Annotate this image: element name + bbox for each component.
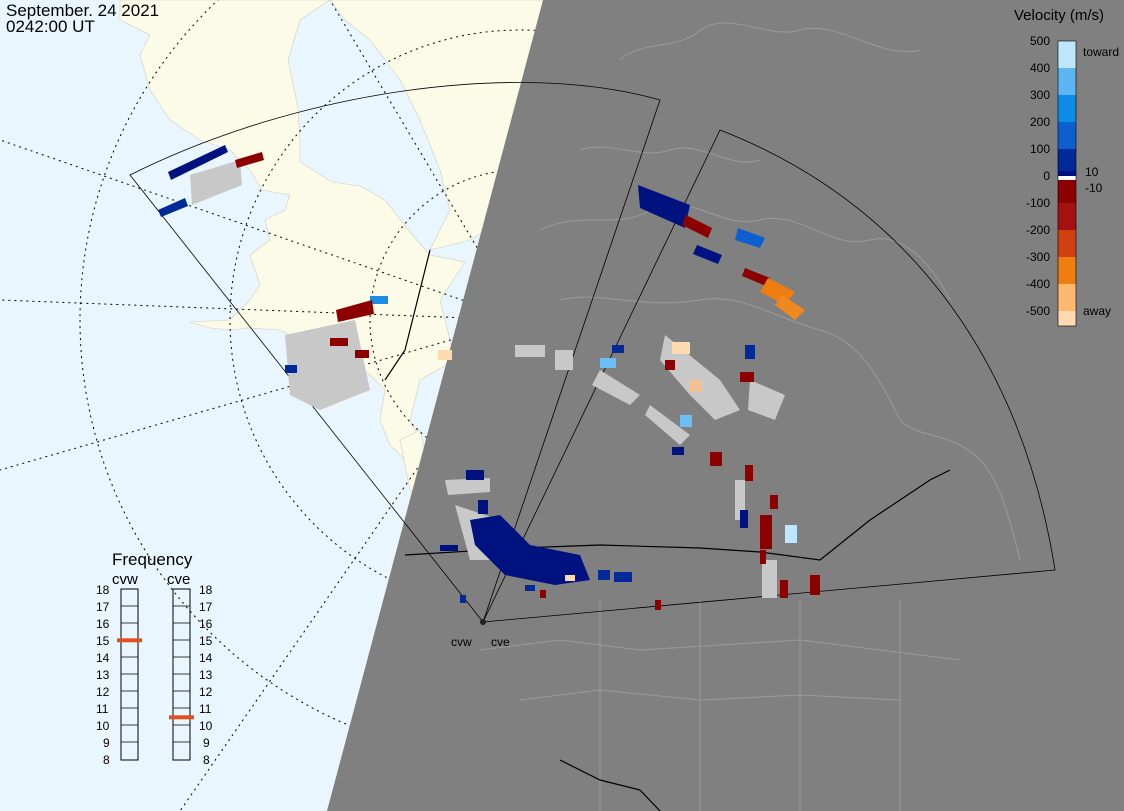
freq-number: 12 — [199, 685, 213, 699]
scale-tick: -400 — [1025, 277, 1050, 291]
freq-number: 16 — [96, 617, 110, 631]
freq-number: 8 — [103, 753, 110, 767]
freq-number: 10 — [96, 719, 110, 733]
meridian-line — [329, 0, 521, 321]
meridian-line — [0, 139, 521, 321]
freq-number: 9 — [103, 736, 110, 750]
freq-number: 18 — [199, 583, 213, 597]
meridian-line — [0, 299, 521, 321]
radar-fov — [129, 82, 1056, 623]
frequency-bars — [120, 588, 191, 761]
ground-scatter — [190, 160, 785, 598]
freq-number: 18 — [96, 583, 110, 597]
cve-frequency-indicator — [169, 715, 194, 720]
freq-number: 17 — [199, 600, 213, 614]
date-label: September. 24 2021 — [6, 1, 160, 20]
freq-number: 11 — [96, 702, 109, 716]
negative-threshold-label: -10 — [1085, 181, 1103, 195]
velocity-color-bar — [1057, 40, 1077, 327]
positive-threshold-label: 10 — [1085, 165, 1099, 179]
scale-tick: 0 — [1043, 169, 1050, 183]
fov-cvw — [129, 82, 661, 623]
cve-column-label: cve — [167, 571, 191, 588]
cvw-column-label: cvw — [112, 571, 138, 588]
political-borders — [384, 249, 951, 811]
freq-number: 14 — [199, 651, 213, 665]
scale-tick: -500 — [1025, 304, 1050, 318]
freq-number: 12 — [96, 685, 110, 699]
scale-tick: -100 — [1025, 196, 1050, 210]
freq-number: 10 — [199, 719, 213, 733]
freq-number: 11 — [199, 702, 212, 716]
radar-site-label-cve: cve — [491, 635, 510, 649]
scale-tick: 200 — [1029, 115, 1050, 129]
velocity-toward — [158, 145, 797, 603]
velocity-scale-title: Velocity (m/s) — [1014, 7, 1105, 24]
scale-tick: -300 — [1025, 250, 1050, 264]
velocity-away — [235, 152, 820, 610]
toward-label: toward — [1083, 45, 1120, 59]
scale-tick: 400 — [1029, 61, 1050, 75]
freq-number: 16 — [199, 617, 213, 631]
fov-cve — [482, 129, 1056, 623]
freq-number: 8 — [203, 753, 210, 767]
scale-tick: 100 — [1029, 142, 1050, 156]
scale-tick: 500 — [1029, 34, 1050, 48]
freq-number: 13 — [96, 668, 110, 682]
radar-site-marker — [480, 619, 486, 625]
away-label: away — [1083, 304, 1112, 318]
freq-number: 9 — [203, 736, 210, 750]
freq-number: 13 — [199, 668, 213, 682]
freq-number: 15 — [199, 634, 213, 648]
scale-tick: -200 — [1025, 223, 1050, 237]
meridian-line — [0, 319, 521, 471]
cvw-frequency-indicator — [117, 638, 142, 643]
freq-number: 15 — [96, 634, 110, 648]
time-label: 0242:00 UT — [6, 17, 95, 36]
cvw-frequency-bar — [120, 588, 139, 761]
radar-site-label-cvw: cvw — [451, 635, 472, 649]
frequency-title: Frequency — [112, 550, 193, 569]
night-coastlines — [479, 22, 1021, 811]
scale-tick: 300 — [1029, 88, 1050, 102]
freq-number: 14 — [96, 651, 110, 665]
freq-number: 17 — [96, 600, 110, 614]
cve-frequency-bar — [172, 588, 191, 761]
